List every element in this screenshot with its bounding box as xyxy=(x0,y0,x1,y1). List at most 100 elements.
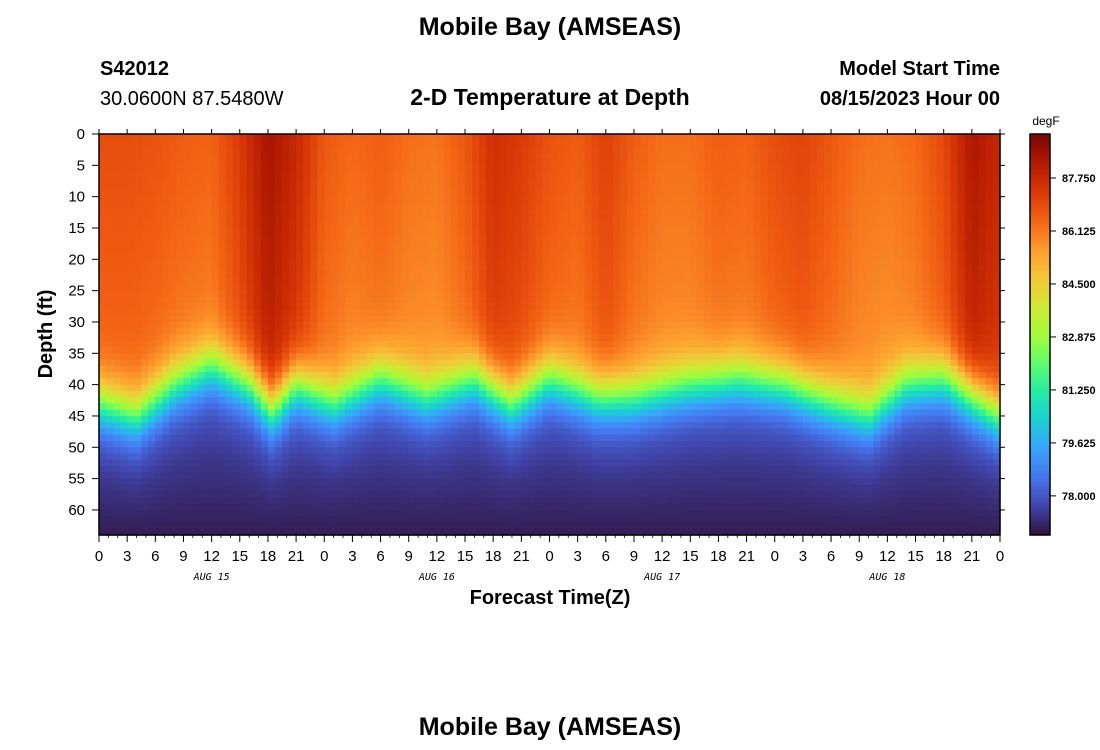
heatmap-cell xyxy=(493,284,501,292)
heatmap-cell xyxy=(232,284,241,292)
heatmap-cell xyxy=(429,140,438,148)
heatmap-cell xyxy=(190,478,199,486)
heatmap-cell xyxy=(591,422,600,430)
heatmap-cell xyxy=(162,146,170,154)
heatmap-cell xyxy=(232,221,241,229)
heatmap-cell xyxy=(542,315,551,323)
heatmap-cell xyxy=(310,528,318,536)
heatmap-cell xyxy=(204,378,213,386)
heatmap-cell xyxy=(563,472,572,480)
heatmap-cell xyxy=(141,384,149,392)
heatmap-cell xyxy=(556,453,565,461)
heatmap-cell xyxy=(542,340,551,348)
heatmap-cell xyxy=(584,347,593,354)
heatmap-cell xyxy=(493,171,501,179)
heatmap-cell xyxy=(626,184,635,191)
heatmap-cell xyxy=(232,509,241,517)
heatmap-cell xyxy=(373,209,382,217)
heatmap-cell xyxy=(190,397,199,405)
heatmap-cell xyxy=(472,309,480,317)
heatmap-cell xyxy=(352,365,361,373)
heatmap-cell xyxy=(148,315,156,323)
heatmap-cell xyxy=(598,246,607,254)
heatmap-cell xyxy=(591,303,600,311)
heatmap-cell xyxy=(500,240,508,248)
heatmap-cell xyxy=(472,447,480,455)
heatmap-cell xyxy=(338,434,346,442)
heatmap-cell xyxy=(542,428,551,436)
heatmap-cell xyxy=(612,303,621,311)
heatmap-cell xyxy=(436,190,445,198)
heatmap-cell xyxy=(127,202,135,210)
heatmap-cell xyxy=(450,234,459,242)
heatmap-cell xyxy=(218,315,227,323)
heatmap-cell xyxy=(289,415,297,423)
heatmap-cell xyxy=(443,303,452,311)
heatmap-cell xyxy=(127,372,135,379)
heatmap-cell xyxy=(457,165,466,173)
heatmap-cell xyxy=(577,284,586,292)
heatmap-cell xyxy=(436,522,445,530)
heatmap-cell xyxy=(514,516,522,524)
heatmap-cell xyxy=(176,240,185,248)
heatmap-cell xyxy=(641,259,649,267)
heatmap-cell xyxy=(239,184,248,191)
heatmap-cell xyxy=(415,528,424,536)
heatmap-cell xyxy=(479,509,487,517)
heatmap-cell xyxy=(289,202,297,210)
heatmap-cell xyxy=(183,441,192,448)
heatmap-cell xyxy=(401,484,410,492)
heatmap-cell xyxy=(429,290,438,298)
heatmap-cell xyxy=(535,365,544,373)
heatmap-cell xyxy=(267,347,276,354)
heatmap-cell xyxy=(591,434,600,442)
heatmap-cell xyxy=(345,347,354,354)
heatmap-cell xyxy=(345,372,354,379)
heatmap-cell xyxy=(183,309,192,317)
heatmap-cell xyxy=(612,284,621,292)
heatmap-cell xyxy=(148,441,156,448)
heatmap-cell xyxy=(267,403,276,411)
heatmap-cell xyxy=(204,215,213,223)
heatmap-cell xyxy=(394,309,403,317)
heatmap-cell xyxy=(429,347,438,354)
heatmap-cell xyxy=(176,509,185,517)
heatmap-cell xyxy=(134,459,142,467)
heatmap-cell xyxy=(267,152,276,160)
heatmap-cell xyxy=(148,290,156,298)
heatmap-cell xyxy=(169,403,178,411)
heatmap-cell xyxy=(577,459,586,467)
heatmap-cell xyxy=(282,340,290,348)
heatmap-cell xyxy=(148,359,156,367)
heatmap-cell xyxy=(387,415,396,423)
heatmap-cell xyxy=(380,321,389,329)
heatmap-cell xyxy=(155,196,163,204)
heatmap-cell xyxy=(394,409,403,417)
heatmap-cell xyxy=(267,328,276,336)
heatmap-cell xyxy=(345,196,354,204)
heatmap-cell xyxy=(563,227,572,235)
heatmap-cell xyxy=(408,522,417,530)
heatmap-cell xyxy=(387,265,396,273)
heatmap-cell xyxy=(155,246,163,254)
heatmap-cell xyxy=(282,478,290,486)
heatmap-cell xyxy=(239,271,248,279)
heatmap-cell xyxy=(584,509,593,517)
heatmap-cell xyxy=(563,284,572,292)
heatmap-cell xyxy=(535,347,544,354)
heatmap-cell xyxy=(394,428,403,436)
heatmap-cell xyxy=(380,221,389,229)
heatmap-cell xyxy=(577,177,586,185)
heatmap-cell xyxy=(148,284,156,292)
heatmap-cell xyxy=(521,403,529,411)
heatmap-cell xyxy=(408,196,417,204)
heatmap-cell xyxy=(387,328,396,336)
heatmap-cell xyxy=(472,227,480,235)
heatmap-cell xyxy=(415,491,424,499)
heatmap-cell xyxy=(345,190,354,198)
heatmap-cell xyxy=(415,334,424,342)
heatmap-cell xyxy=(113,159,121,166)
heatmap-cell xyxy=(500,403,508,411)
heatmap-cell xyxy=(120,303,128,311)
heatmap-cell xyxy=(612,328,621,336)
